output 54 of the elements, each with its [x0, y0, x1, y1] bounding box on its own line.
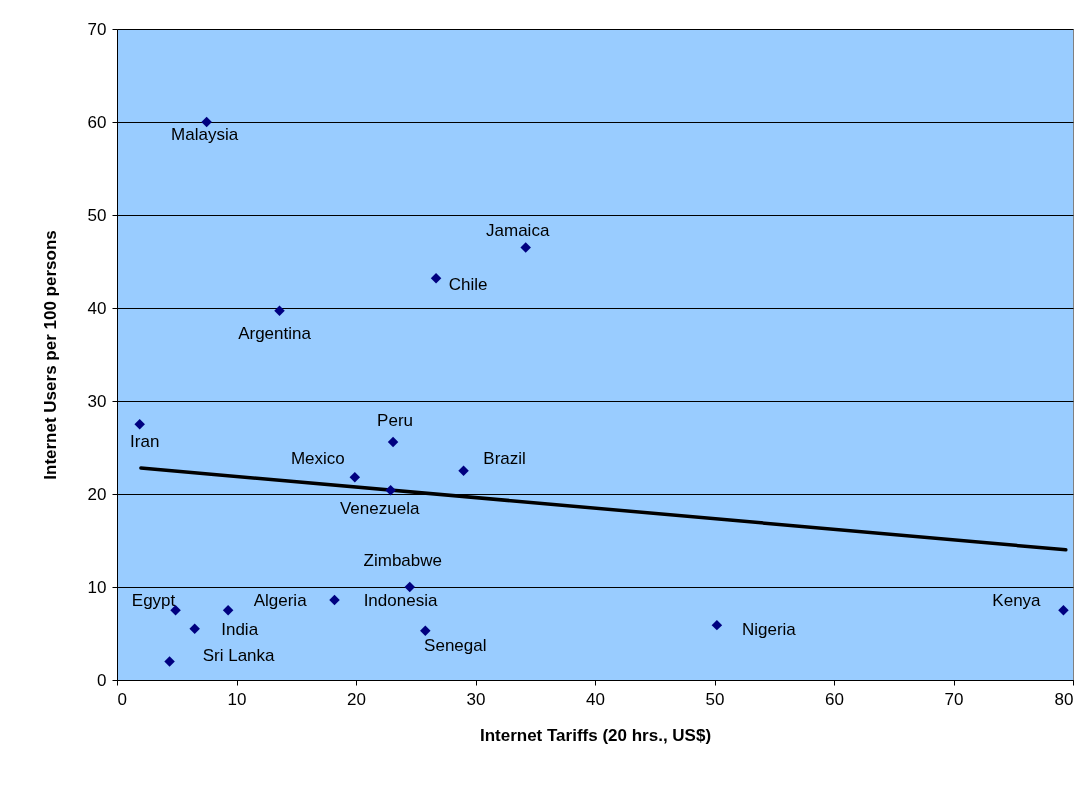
data-label: Sri Lanka [202, 646, 276, 666]
point [520, 242, 531, 253]
data-label: Mexico [290, 449, 345, 469]
point [458, 465, 469, 476]
data-label: Chile [448, 275, 488, 295]
point [404, 581, 416, 593]
x-tick-label: 60 [825, 689, 844, 709]
point [349, 472, 361, 483]
x-tick-label: 70 [944, 689, 964, 709]
x-tick-label: 20 [347, 689, 366, 709]
point [387, 436, 399, 448]
y-tick-label: 50 [87, 205, 107, 225]
y-tick-label: 10 [87, 577, 107, 597]
data-label: Argentina [238, 323, 312, 343]
data-label: Zimbabwe [363, 551, 442, 570]
data-label: Brazil [483, 448, 526, 468]
data-label: Venezuela [339, 499, 420, 519]
data-label: Algeria [253, 591, 308, 611]
data-label: Nigeria [741, 620, 797, 640]
y-axis-title: Internet Users per 100 persons [40, 230, 60, 480]
y-tick-label: 40 [87, 298, 107, 318]
point [1058, 605, 1069, 616]
x-tick-label: 50 [705, 689, 725, 709]
data-label: Malaysia [171, 125, 239, 144]
x-axis-title: Internet Tariffs (20 hrs., US$) [479, 725, 712, 745]
x-tick-label: 80 [1054, 689, 1074, 709]
data-label: Indonesia [363, 591, 438, 611]
y-tick-label: 70 [87, 19, 107, 39]
y-tick-label: 30 [87, 391, 107, 411]
point [329, 594, 340, 606]
x-tick-label: 30 [466, 689, 486, 709]
data-label: Egypt [131, 591, 176, 611]
y-tick-label: 60 [87, 112, 107, 132]
point [430, 273, 442, 284]
data-label: Jamaica [486, 220, 550, 240]
x-tick-label: 0 [117, 689, 127, 709]
point [201, 116, 212, 128]
point [385, 485, 396, 496]
x-tick-label: 10 [227, 689, 247, 709]
data-label: Iran [130, 432, 160, 452]
point [222, 605, 234, 616]
point [134, 419, 145, 430]
y-tick-label: 0 [97, 670, 107, 690]
data-label: Peru [377, 410, 414, 430]
y-tick-label: 20 [87, 484, 107, 504]
data-label: India [221, 619, 259, 639]
point [711, 619, 723, 631]
point [274, 305, 285, 317]
x-tick-label: 40 [586, 689, 605, 709]
data-label: Senegal [424, 635, 487, 655]
data-label: Kenya [992, 591, 1042, 611]
point [420, 625, 431, 636]
point [189, 623, 200, 635]
point [164, 656, 175, 667]
